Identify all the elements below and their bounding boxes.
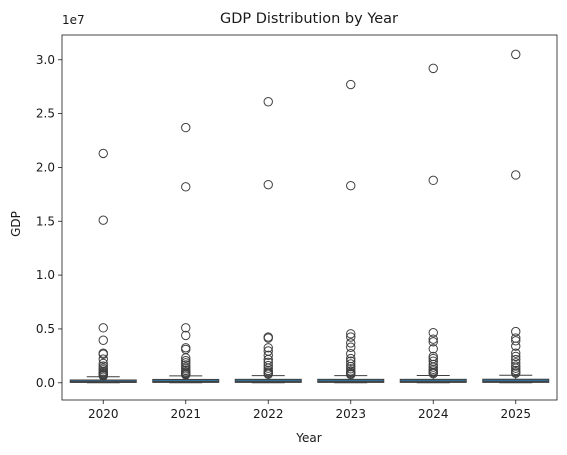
outlier-point [181, 323, 191, 333]
outlier-point [181, 353, 191, 363]
outlier-point [263, 179, 273, 190]
outlier-point [428, 63, 438, 74]
outlier-point [428, 328, 438, 338]
x-tick-label: 2022 [253, 407, 284, 421]
outlier-point [511, 326, 521, 337]
outlier-point [98, 371, 108, 381]
outlier-point [428, 344, 438, 354]
outlier-point [98, 335, 108, 345]
outlier-point [428, 175, 438, 186]
box [482, 378, 550, 383]
box-group [482, 49, 550, 384]
outlier-point [263, 369, 273, 379]
outlier-point [98, 148, 108, 159]
box-group [69, 148, 137, 384]
outlier-point [263, 350, 273, 361]
x-tick-label: 2021 [170, 407, 201, 421]
outlier-point [346, 181, 356, 191]
box-group [234, 97, 302, 384]
outlier-point [346, 369, 356, 380]
chart-title: GDP Distribution by Year [220, 11, 398, 27]
y-tick-label: 2.0 [36, 160, 55, 174]
outlier-point [181, 370, 191, 380]
box [234, 378, 302, 383]
outlier-point [511, 49, 521, 60]
x-tick-label: 2020 [88, 407, 119, 421]
y-tick-label: 0.5 [36, 322, 55, 336]
box-group [317, 79, 385, 384]
outlier-point [511, 351, 521, 362]
outlier-point [98, 349, 108, 359]
outlier-point [263, 363, 273, 373]
outlier-point [346, 349, 356, 359]
outlier-point [346, 364, 356, 374]
outlier-point [263, 343, 273, 353]
outlier-point [511, 170, 521, 180]
outlier-point [511, 336, 521, 346]
y-tick-label: 3.0 [36, 53, 55, 67]
outlier-point [98, 215, 108, 225]
box-group [399, 63, 467, 384]
outlier-point [428, 362, 438, 372]
y-tick-label: 1.5 [36, 214, 55, 228]
outlier-point [263, 97, 273, 107]
outlier-point [346, 338, 356, 348]
outlier-point [428, 368, 438, 379]
y-axis-scale-label: 1e7 [62, 13, 85, 27]
outlier-point [511, 368, 521, 378]
outlier-point [346, 342, 356, 352]
outlier-point [428, 337, 438, 347]
y-axis-label: GDP [9, 211, 23, 237]
outlier-point [511, 348, 521, 358]
x-tick-label: 2024 [418, 407, 449, 421]
plot-frame [61, 34, 558, 401]
outlier-point [98, 354, 108, 364]
outlier-point [346, 79, 356, 90]
outlier-point [263, 333, 273, 343]
plot-area: 0.0 0.5 1.0 1.5 2.0 2.5 3.0 2020 2021 2022 2023 202… [36, 34, 558, 421]
outlier-point [181, 358, 191, 368]
outlier-point [511, 361, 521, 371]
x-tick-label: 2025 [500, 407, 531, 421]
y-tick-label: 0.0 [36, 376, 55, 390]
outlier-point [346, 332, 356, 342]
outlier-point [181, 122, 191, 133]
outlier-point [346, 329, 356, 339]
outlier-point [511, 341, 521, 351]
box-group [152, 122, 220, 384]
x-tick-label: 2023 [335, 407, 366, 421]
outlier-point [511, 363, 521, 373]
outlier-point [181, 330, 191, 341]
x-axis-label: Year [295, 431, 321, 445]
box [317, 378, 385, 383]
y-tick-label: 2.5 [36, 107, 55, 121]
outlier-point [98, 323, 108, 333]
outlier-point [346, 356, 356, 366]
outlier-point [181, 182, 191, 192]
box [399, 378, 467, 383]
outlier-point [428, 334, 438, 344]
y-tick-label: 1.0 [36, 268, 55, 282]
outlier-point [511, 358, 521, 368]
